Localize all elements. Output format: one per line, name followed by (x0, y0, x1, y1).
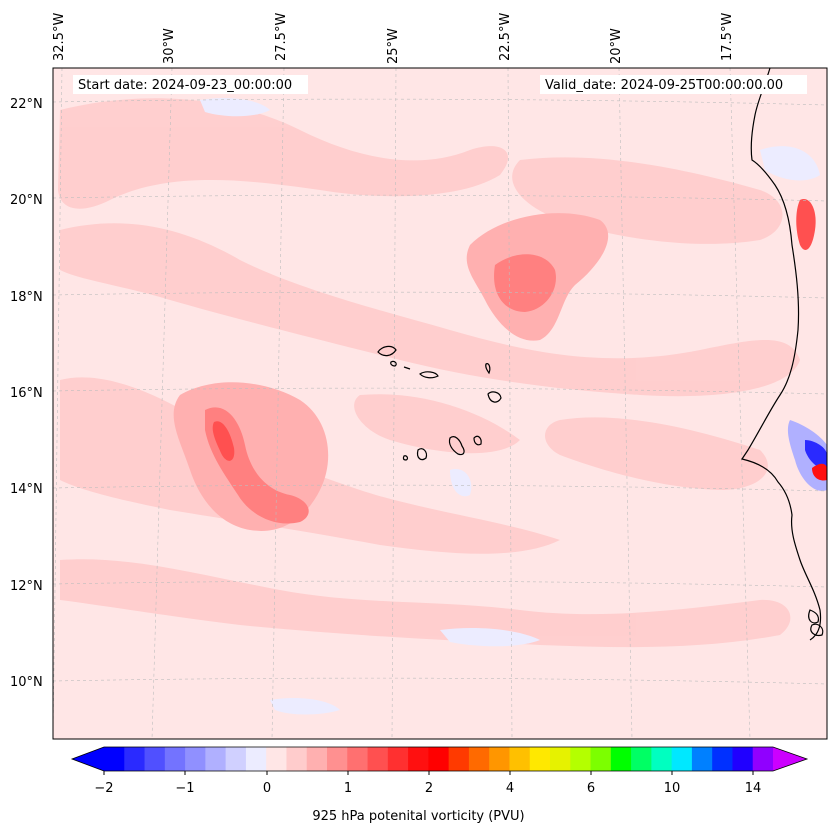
colorbar-tick-14: 14 (744, 781, 762, 796)
colorbar-segment (306, 747, 328, 771)
colorbar-segment (550, 747, 571, 771)
colorbar-segment (185, 747, 206, 771)
colorbar-segment (428, 747, 450, 771)
colorbar-extend-high (773, 747, 807, 771)
colorbar-segment (651, 747, 673, 771)
lat-label-10n: 10°N (10, 675, 43, 690)
colorbar-segment (144, 747, 166, 771)
start-date-box (73, 75, 308, 94)
pv-field-negative-strong (787, 420, 827, 491)
map-frame (52, 67, 828, 740)
lat-label-18n: 18°N (10, 290, 43, 305)
graticule (53, 68, 827, 739)
colorbar-segment (631, 747, 652, 771)
colorbar-segment (570, 747, 592, 771)
valid-date-label: Valid_date: 2024-09-25T00:00:00.00 (545, 78, 784, 93)
colorbar-segment (164, 747, 186, 771)
colorbar-extend-low (72, 747, 104, 771)
colorbar-tick-2: 2 (424, 781, 434, 796)
colorbar-tick-4: 4 (505, 781, 515, 796)
colorbar-segment (286, 747, 308, 771)
coastline (741, 68, 824, 641)
colorbar-segment (610, 747, 632, 771)
colorbar-tick-neg1: −1 (175, 781, 195, 796)
colorbar-segment (590, 747, 612, 771)
lon-label-17-5w: 17.5°W (720, 12, 735, 61)
map-area (53, 68, 827, 739)
lat-label-22n: 22°N (10, 97, 43, 112)
cape-verde-islands (377, 345, 502, 461)
lat-label-20n: 20°N (10, 193, 43, 208)
colorbar-tick-neg2: −2 (94, 781, 114, 796)
colorbar-segment (752, 747, 774, 771)
colorbar (70, 746, 809, 775)
colorbar-segment (104, 747, 125, 771)
pv-field-peak (212, 199, 816, 461)
lon-label-22-5w: 22.5°W (498, 12, 513, 61)
colorbar-segment (266, 747, 287, 771)
colorbar-segment (245, 747, 267, 771)
pv-field-negative (200, 98, 820, 715)
lat-label-16n: 16°N (10, 386, 43, 401)
colorbar-segment (691, 747, 713, 771)
colorbar-segment (671, 747, 693, 771)
start-date-label: Start date: 2024-09-23_00:00:00 (78, 78, 293, 93)
colorbar-segment (529, 747, 551, 771)
lon-label-27-5w: 27.5°W (274, 12, 289, 61)
colorbar-segment (205, 747, 227, 771)
lon-label-20w: 20°W (609, 28, 624, 64)
colorbar-segment (225, 747, 247, 771)
colorbar-tick-1: 1 (343, 781, 353, 796)
colorbar-segment (327, 747, 348, 771)
colorbar-segment (712, 747, 733, 771)
lon-label-32-5w: 32.5°W (52, 12, 67, 61)
colorbar-segment (448, 747, 470, 771)
lat-label-14n: 14°N (10, 482, 43, 497)
colorbar-tick-0: 0 (262, 781, 272, 796)
colorbar-tick-10: 10 (663, 781, 681, 796)
colorbar-segment (509, 747, 531, 771)
colorbar-tick-6: 6 (586, 781, 596, 796)
colorbar-segment (367, 747, 389, 771)
colorbar-segment (408, 747, 429, 771)
colorbar-segment (732, 747, 754, 771)
lat-label-12n: 12°N (10, 579, 43, 594)
colorbar-segment (124, 747, 146, 771)
colorbar-segment (347, 747, 369, 771)
lon-label-30w: 30°W (162, 28, 177, 64)
colorbar-segment (387, 747, 409, 771)
colorbar-label: 925 hPa potenital vorticity (PVU) (312, 809, 525, 824)
valid-date-box (540, 75, 807, 94)
colorbar-segment (468, 747, 490, 771)
lon-label-25w: 25°W (386, 28, 401, 64)
colorbar-segment (489, 747, 510, 771)
